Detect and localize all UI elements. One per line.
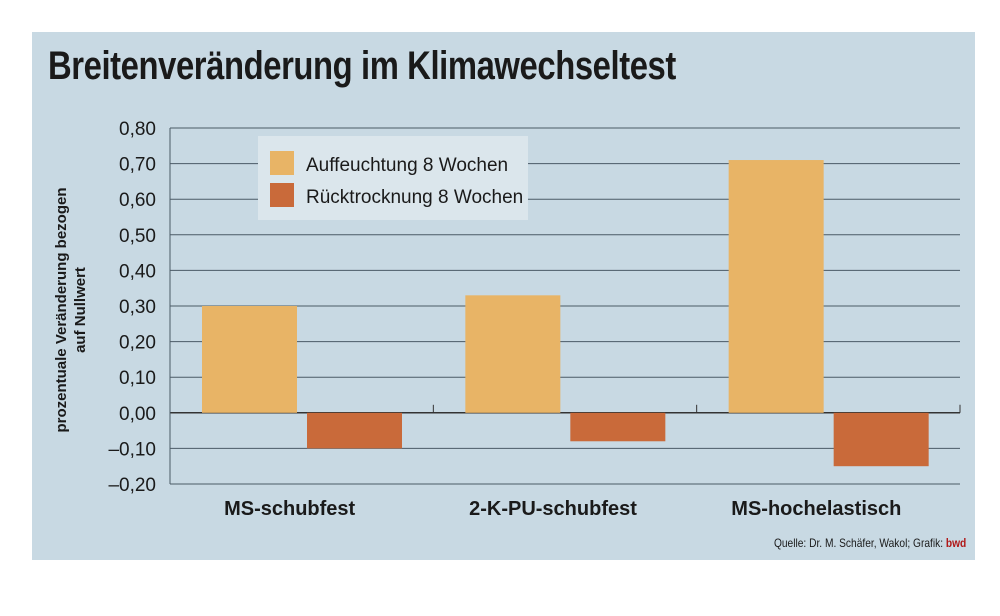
y-tick-label: 0,20	[119, 333, 156, 354]
source-text: Quelle: Dr. M. Schäfer, Wakol; Grafik:	[773, 536, 946, 550]
y-tick-label: 0,60	[119, 190, 156, 211]
chart-title: Breitenveränderung im Klimawechseltest	[48, 44, 676, 88]
brand-logo: bwd	[945, 536, 966, 550]
bar	[465, 295, 561, 413]
bar	[307, 412, 402, 449]
legend-box	[258, 136, 528, 220]
legend-label: Auffeuchtung 8 Wochen	[306, 155, 508, 176]
x-category-label: 2-K-PU-schubfest	[469, 498, 637, 520]
x-category-label: MS-schubfest	[224, 498, 355, 520]
y-tick-label: 0,10	[119, 368, 156, 389]
bar	[202, 306, 297, 413]
y-tick-label: 0,70	[119, 155, 156, 176]
y-tick-label: 0,30	[119, 297, 156, 318]
source-note: Quelle: Dr. M. Schäfer, Wakol; Grafik: b…	[774, 536, 966, 550]
x-category-label: MS-hochelastisch	[731, 498, 901, 520]
y-tick-label: 0,40	[119, 261, 156, 282]
bar	[728, 160, 824, 413]
bar	[833, 412, 929, 467]
y-tick-label: –0,10	[108, 439, 156, 460]
legend-swatch	[270, 151, 294, 175]
y-tick-label: 0,00	[119, 404, 156, 425]
legend-label: Rücktrocknung 8 Wochen	[306, 187, 523, 208]
bar	[570, 412, 666, 442]
legend-swatch	[270, 183, 294, 207]
y-tick-label: 0,50	[119, 226, 156, 247]
y-tick-label: –0,20	[108, 475, 156, 496]
y-tick-label: 0,80	[119, 119, 156, 140]
